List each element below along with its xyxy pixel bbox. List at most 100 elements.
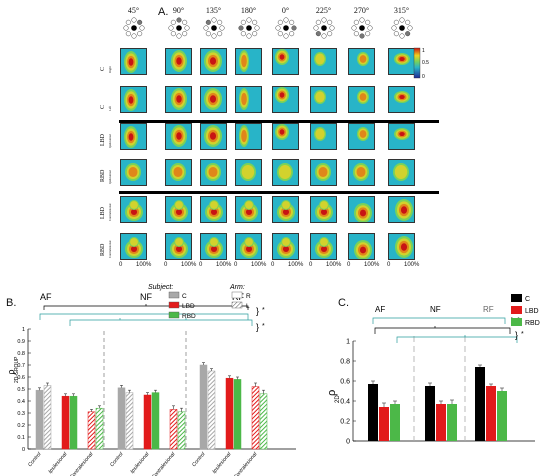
x-tick-label: 100%	[288, 262, 304, 268]
target-dot	[138, 25, 145, 31]
legend-swatch	[511, 294, 522, 302]
target-dot	[237, 25, 244, 31]
heatmap-blob	[356, 166, 366, 178]
target-dot	[216, 31, 222, 37]
heatmap-blob	[315, 91, 325, 103]
x-tick-label: 100%	[216, 262, 232, 268]
target-dot	[125, 31, 131, 37]
target-dot	[288, 31, 294, 37]
target-dot	[404, 19, 410, 25]
colorbar: 10.50	[413, 47, 429, 80]
heatmap-cell	[310, 233, 337, 260]
target-dot	[240, 31, 246, 37]
heatmap-blob	[245, 238, 253, 246]
bar	[207, 370, 216, 450]
row-sublabel: Contralesional	[108, 240, 112, 259]
angle-label: 270°	[353, 6, 370, 15]
heatmap-cell	[120, 159, 147, 186]
heatmap-cell	[272, 196, 299, 223]
heatmap-blob	[399, 131, 405, 137]
heatmap-blob	[128, 96, 134, 104]
x-tick-label: 100%	[136, 262, 152, 268]
bar	[497, 391, 507, 441]
heatmap-cell	[165, 48, 192, 75]
target-dot	[358, 17, 365, 23]
x-tick-label: 100%	[181, 262, 197, 268]
heatmap-blob	[175, 208, 183, 216]
bar	[475, 367, 485, 441]
heatmap-blob	[400, 206, 408, 214]
group-title: AF	[40, 292, 52, 302]
heatmap-blob	[176, 57, 182, 65]
heatmap-blob	[279, 54, 285, 60]
center-dot	[358, 25, 365, 31]
bar	[177, 411, 186, 450]
heatmap-blob	[279, 92, 285, 98]
heatmap-blob	[130, 245, 138, 253]
heatmap-cell	[165, 196, 192, 223]
heatmap-cell	[200, 86, 227, 113]
colorbar-tick: 0	[422, 74, 425, 80]
heatmap-cell	[235, 48, 262, 75]
bar	[125, 392, 134, 450]
heatmap-cell	[165, 233, 192, 260]
panel-c-label: C.	[338, 297, 349, 309]
legend-swatch	[168, 311, 180, 319]
y-axis-label-sub: 2D	[335, 395, 341, 403]
bar	[225, 377, 234, 450]
sig-bracket-3	[396, 335, 518, 343]
angle-label: 225°	[315, 6, 332, 15]
target-dot	[282, 33, 289, 39]
center-dot	[210, 25, 217, 31]
legend-label: R	[246, 293, 251, 300]
category-label: Contralesional	[233, 451, 259, 476]
target-dial-icon	[350, 17, 373, 39]
target-dial-icon	[167, 17, 190, 39]
target-dot	[210, 17, 217, 23]
target-dot	[218, 25, 225, 31]
heatmap-cell	[272, 86, 299, 113]
heatmap-blob	[209, 57, 217, 65]
bar	[43, 385, 52, 450]
y-tick-label: 0.2	[340, 419, 350, 426]
target-dot	[240, 19, 246, 25]
y-tick-label: 0.5	[17, 387, 25, 393]
heatmap-blob	[130, 238, 138, 246]
bar	[95, 407, 104, 450]
bar	[35, 389, 44, 450]
category-label: Ipsilesional	[47, 451, 69, 475]
y-tick-label: 0.8	[17, 351, 25, 357]
target-dot	[320, 17, 327, 23]
target-dot	[320, 33, 327, 39]
y-tick-label: 0	[346, 439, 350, 446]
target-dot	[358, 33, 365, 39]
heatmap-cell	[120, 196, 147, 223]
row-label: C	[100, 66, 106, 71]
sig-star: *	[521, 331, 524, 338]
heatmap-blob	[394, 164, 408, 180]
angle-label: 90°	[172, 6, 185, 15]
heatmap-cell	[388, 233, 415, 260]
target-dot	[274, 25, 281, 31]
heatmap-cell	[348, 233, 375, 260]
heatmap-cell	[388, 159, 415, 186]
brace: }	[256, 322, 259, 332]
target-dot	[167, 25, 174, 31]
heatmap-blob	[399, 94, 405, 100]
x-tick-label: 0	[119, 262, 123, 268]
legend-label: RBD	[182, 313, 196, 320]
group-title: RF	[483, 305, 494, 314]
target-dot	[315, 19, 321, 25]
y-tick-label: 0.3	[17, 411, 25, 417]
heatmap-blob	[318, 166, 328, 178]
target-dot	[245, 33, 252, 39]
row-sublabel: Right	[108, 66, 112, 73]
target-dot	[315, 31, 321, 37]
row-label: RBD	[100, 169, 106, 182]
heatmap-cell	[348, 48, 375, 75]
row-sublabel: Left	[108, 106, 112, 111]
heatmap-cell	[348, 123, 375, 150]
heatmap-blob	[173, 166, 183, 178]
y-axis-label: ρ	[6, 369, 16, 374]
heatmap-blob	[210, 208, 218, 216]
